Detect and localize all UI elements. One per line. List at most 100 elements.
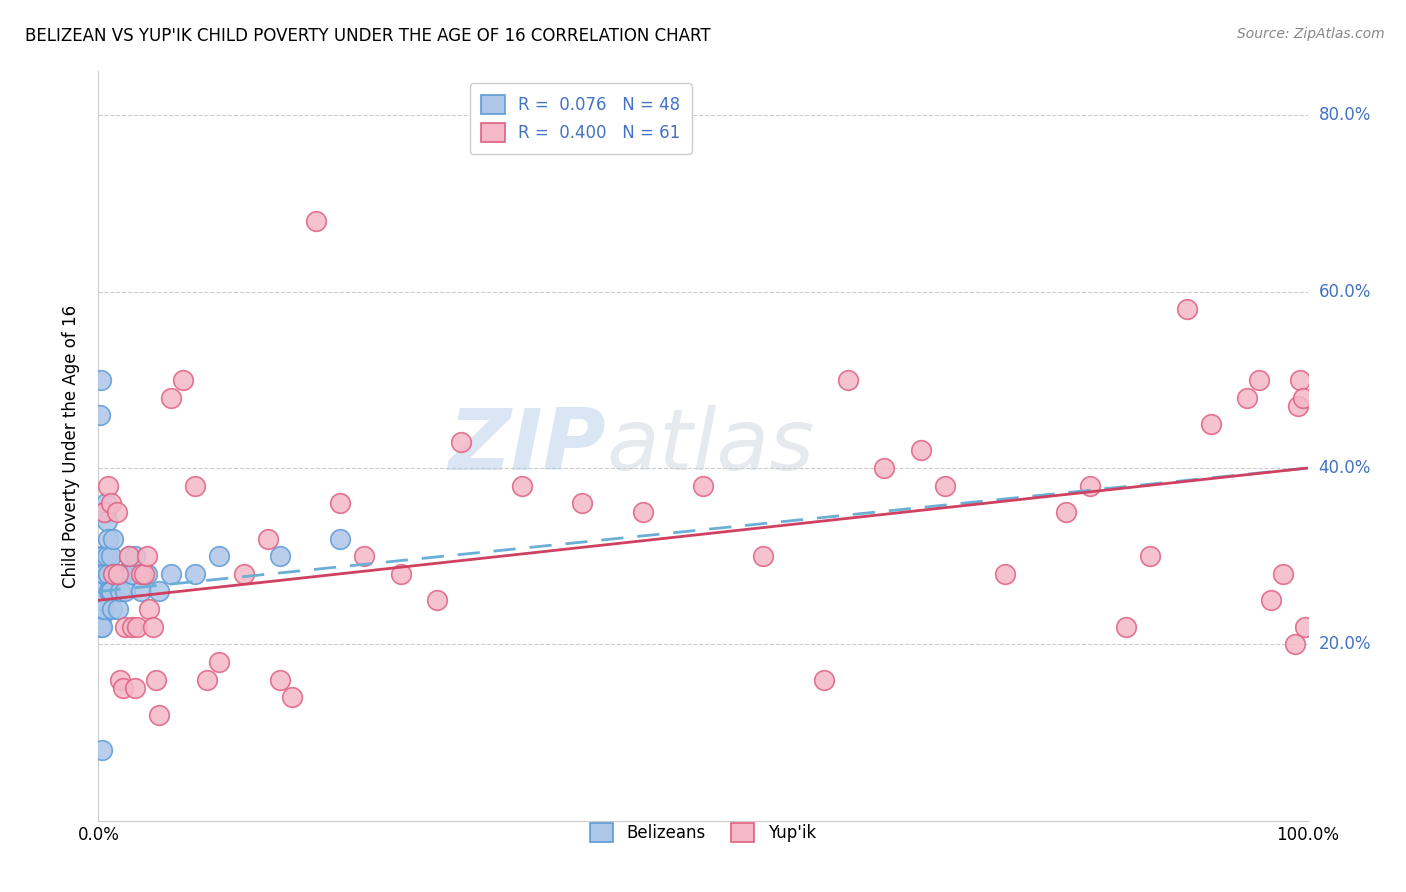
Point bbox=[100, 496, 122, 510]
Point bbox=[96, 549, 118, 564]
Point bbox=[129, 566, 152, 581]
Point bbox=[160, 391, 183, 405]
Point bbox=[135, 566, 157, 581]
Point bbox=[1286, 400, 1309, 414]
Point bbox=[873, 461, 896, 475]
Text: Source: ZipAtlas.com: Source: ZipAtlas.com bbox=[1237, 27, 1385, 41]
Point bbox=[692, 478, 714, 492]
Point bbox=[89, 602, 111, 616]
Text: ZIP: ZIP bbox=[449, 404, 606, 488]
Point bbox=[91, 549, 114, 564]
Point bbox=[389, 566, 412, 581]
Point bbox=[142, 620, 165, 634]
Point bbox=[269, 673, 291, 687]
Point bbox=[100, 602, 122, 616]
Point bbox=[134, 566, 156, 581]
Point bbox=[208, 549, 231, 564]
Point bbox=[90, 611, 112, 625]
Point bbox=[90, 575, 112, 590]
Point bbox=[127, 620, 149, 634]
Point bbox=[91, 593, 114, 607]
Point bbox=[111, 681, 134, 696]
Point bbox=[1272, 566, 1295, 581]
Point bbox=[148, 707, 170, 722]
Point bbox=[91, 549, 114, 564]
Point bbox=[631, 505, 654, 519]
Text: atlas: atlas bbox=[606, 404, 814, 488]
Point bbox=[353, 549, 375, 564]
Point bbox=[752, 549, 775, 564]
Point bbox=[118, 549, 141, 564]
Point bbox=[107, 566, 129, 581]
Point bbox=[160, 566, 183, 581]
Point bbox=[91, 584, 114, 599]
Point bbox=[510, 478, 533, 492]
Point bbox=[1236, 391, 1258, 405]
Point bbox=[1249, 373, 1271, 387]
Point bbox=[89, 584, 111, 599]
Point bbox=[100, 549, 122, 564]
Text: 20.0%: 20.0% bbox=[1319, 635, 1371, 653]
Point bbox=[114, 620, 136, 634]
Point bbox=[98, 584, 121, 599]
Point bbox=[148, 584, 170, 599]
Point bbox=[96, 514, 118, 528]
Point bbox=[1294, 620, 1316, 634]
Point bbox=[89, 593, 111, 607]
Point bbox=[135, 549, 157, 564]
Point bbox=[90, 602, 112, 616]
Point bbox=[103, 566, 125, 581]
Point bbox=[90, 593, 112, 607]
Point bbox=[105, 505, 128, 519]
Text: BELIZEAN VS YUP'IK CHILD POVERTY UNDER THE AGE OF 16 CORRELATION CHART: BELIZEAN VS YUP'IK CHILD POVERTY UNDER T… bbox=[25, 27, 711, 45]
Point bbox=[89, 408, 111, 422]
Point bbox=[1260, 593, 1282, 607]
Point bbox=[108, 673, 131, 687]
Point bbox=[329, 532, 352, 546]
Point bbox=[121, 620, 143, 634]
Point bbox=[1292, 391, 1315, 405]
Point bbox=[1078, 478, 1101, 492]
Point bbox=[108, 584, 131, 599]
Point bbox=[208, 655, 231, 669]
Point bbox=[184, 478, 207, 492]
Point bbox=[93, 566, 115, 581]
Point bbox=[994, 566, 1017, 581]
Point bbox=[172, 373, 194, 387]
Point bbox=[118, 549, 141, 564]
Point bbox=[1284, 637, 1306, 651]
Text: 80.0%: 80.0% bbox=[1319, 106, 1371, 125]
Point bbox=[97, 478, 120, 492]
Point bbox=[91, 620, 114, 634]
Point bbox=[121, 566, 143, 581]
Point bbox=[145, 673, 167, 687]
Text: 40.0%: 40.0% bbox=[1319, 459, 1371, 477]
Point bbox=[101, 532, 124, 546]
Point bbox=[111, 566, 134, 581]
Point bbox=[90, 373, 112, 387]
Point bbox=[837, 373, 859, 387]
Point bbox=[256, 532, 278, 546]
Point bbox=[305, 214, 328, 228]
Point bbox=[934, 478, 956, 492]
Point bbox=[90, 620, 112, 634]
Point bbox=[93, 505, 115, 519]
Point bbox=[107, 602, 129, 616]
Point bbox=[105, 566, 128, 581]
Point bbox=[94, 505, 117, 519]
Point bbox=[138, 602, 160, 616]
Point bbox=[94, 496, 117, 510]
Point bbox=[1175, 302, 1198, 317]
Point bbox=[129, 584, 152, 599]
Point bbox=[100, 584, 122, 599]
Legend: Belizeans, Yup'ik: Belizeans, Yup'ik bbox=[578, 811, 828, 854]
Point bbox=[1115, 620, 1137, 634]
Point bbox=[91, 743, 114, 757]
Point bbox=[97, 532, 120, 546]
Point bbox=[91, 566, 114, 581]
Point bbox=[114, 584, 136, 599]
Point bbox=[124, 681, 146, 696]
Point bbox=[195, 673, 218, 687]
Point bbox=[89, 602, 111, 616]
Point bbox=[571, 496, 593, 510]
